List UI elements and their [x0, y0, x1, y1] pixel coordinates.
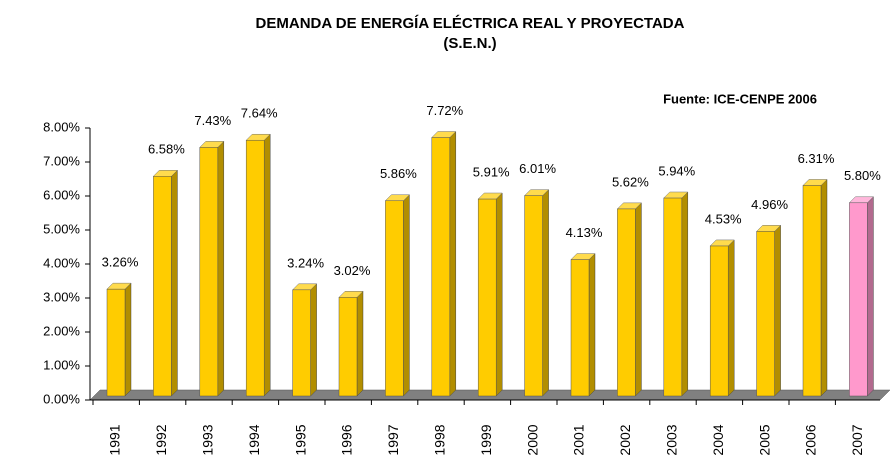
x-tick-label: 1999 [478, 424, 494, 455]
bar-side-shade [496, 193, 503, 396]
bar-side-shade [589, 253, 595, 396]
y-tick-label: 5.00% [43, 221, 80, 236]
y-tick-label: 3.00% [43, 289, 80, 304]
bar-top-shade [663, 192, 688, 199]
bar-top-shade [571, 253, 595, 260]
value-label: 5.94% [658, 163, 695, 178]
bar-top-shade [246, 134, 271, 141]
bar-side-shade [728, 239, 735, 396]
value-label: 4.96% [751, 197, 788, 212]
bar-top-shade [617, 202, 642, 209]
bar-side-shade [264, 134, 271, 397]
bar [849, 202, 868, 397]
bar [199, 147, 219, 397]
bar-top-shade [199, 141, 224, 148]
y-tick-label: 1.00% [43, 357, 80, 372]
bar [524, 195, 543, 397]
x-tick-label: 2004 [710, 424, 726, 455]
x-tick-label: 2002 [617, 424, 633, 455]
bar-side-shade [125, 283, 131, 396]
x-tick-label: 1993 [200, 424, 216, 455]
bar [106, 288, 126, 397]
bar [709, 245, 729, 397]
bar [245, 139, 265, 397]
bar-top-shade [756, 225, 781, 232]
x-tick-label: 1991 [107, 424, 123, 455]
bar [617, 208, 636, 397]
y-tick-label: 4.00% [43, 255, 80, 270]
value-label: 5.62% [612, 174, 649, 189]
x-tick-label: 2005 [756, 424, 772, 455]
bar [153, 176, 172, 397]
bar-side-shade [821, 179, 827, 396]
source-note: Fuente: ICE-CENPE 2006 [663, 91, 817, 106]
bar-side-shade [449, 131, 456, 396]
bar-top-shade [431, 131, 456, 138]
x-tick-label: 2003 [664, 424, 680, 455]
x-tick-label: 1996 [339, 424, 355, 455]
y-tick-label: 0.00% [43, 391, 80, 406]
value-label: 7.72% [426, 103, 463, 118]
bar [338, 297, 358, 397]
bar [477, 198, 497, 397]
bar-side-shade [217, 141, 224, 396]
bar-side-shade [867, 196, 874, 396]
value-label: 3.26% [102, 255, 139, 270]
value-label: 4.53% [705, 211, 742, 226]
bar-top-shade [524, 189, 549, 196]
bar-top-shade [292, 283, 317, 290]
y-tick-label: 7.00% [43, 153, 80, 168]
value-label: 6.31% [798, 151, 835, 166]
value-label: 4.13% [566, 225, 603, 240]
bar [663, 197, 683, 397]
x-tick-label: 1997 [385, 424, 401, 455]
x-tick-label: 1998 [432, 424, 448, 455]
x-tick-label: 2006 [803, 424, 819, 455]
value-label: 6.58% [148, 142, 185, 157]
bar-top-shade [107, 283, 131, 290]
value-label: 5.86% [380, 166, 417, 181]
bar-side-shade [403, 194, 410, 396]
x-tick-label: 1992 [153, 424, 169, 455]
bar-side-shade [635, 202, 642, 396]
bar-side-shade [542, 189, 549, 396]
value-label: 3.24% [287, 255, 324, 270]
x-tick-label: 2000 [524, 424, 540, 455]
chart-title: DEMANDA DE ENERGÍA ELÉCTRICA REAL Y PROY… [256, 15, 685, 32]
bar-top-shade [385, 194, 410, 201]
bar-top-shade [339, 291, 363, 298]
bar-top-shade [478, 193, 503, 200]
x-tick-label: 2007 [849, 424, 865, 455]
bar [570, 259, 590, 397]
bar [802, 185, 822, 397]
x-tick-label: 1995 [292, 424, 308, 455]
value-label: 3.02% [334, 263, 371, 278]
value-label: 7.43% [194, 113, 231, 128]
bar-top-shade [849, 196, 874, 203]
bar-top-shade [803, 179, 827, 186]
x-tick-label: 2001 [571, 424, 587, 455]
bar-top-shade [153, 170, 178, 177]
x-tick-label: 1994 [246, 424, 262, 455]
y-tick-label: 6.00% [43, 187, 80, 202]
bar-side-shade [171, 170, 178, 396]
bar [756, 231, 775, 397]
y-tick-label: 8.00% [43, 119, 80, 134]
chart-subtitle: (S.E.N.) [443, 35, 496, 52]
bar-top-shade [710, 239, 735, 246]
value-label: 5.91% [473, 164, 510, 179]
bar-side-shade [681, 192, 688, 396]
bar-side-shade [357, 291, 363, 396]
bar-side-shade [774, 225, 781, 396]
value-label: 7.64% [241, 106, 278, 121]
bar-side-shade [310, 283, 317, 396]
value-label: 6.01% [519, 161, 556, 176]
y-tick-label: 2.00% [43, 323, 80, 338]
bar [385, 200, 404, 397]
bar [431, 137, 451, 397]
value-label: 5.80% [844, 168, 881, 183]
bar [292, 289, 311, 397]
